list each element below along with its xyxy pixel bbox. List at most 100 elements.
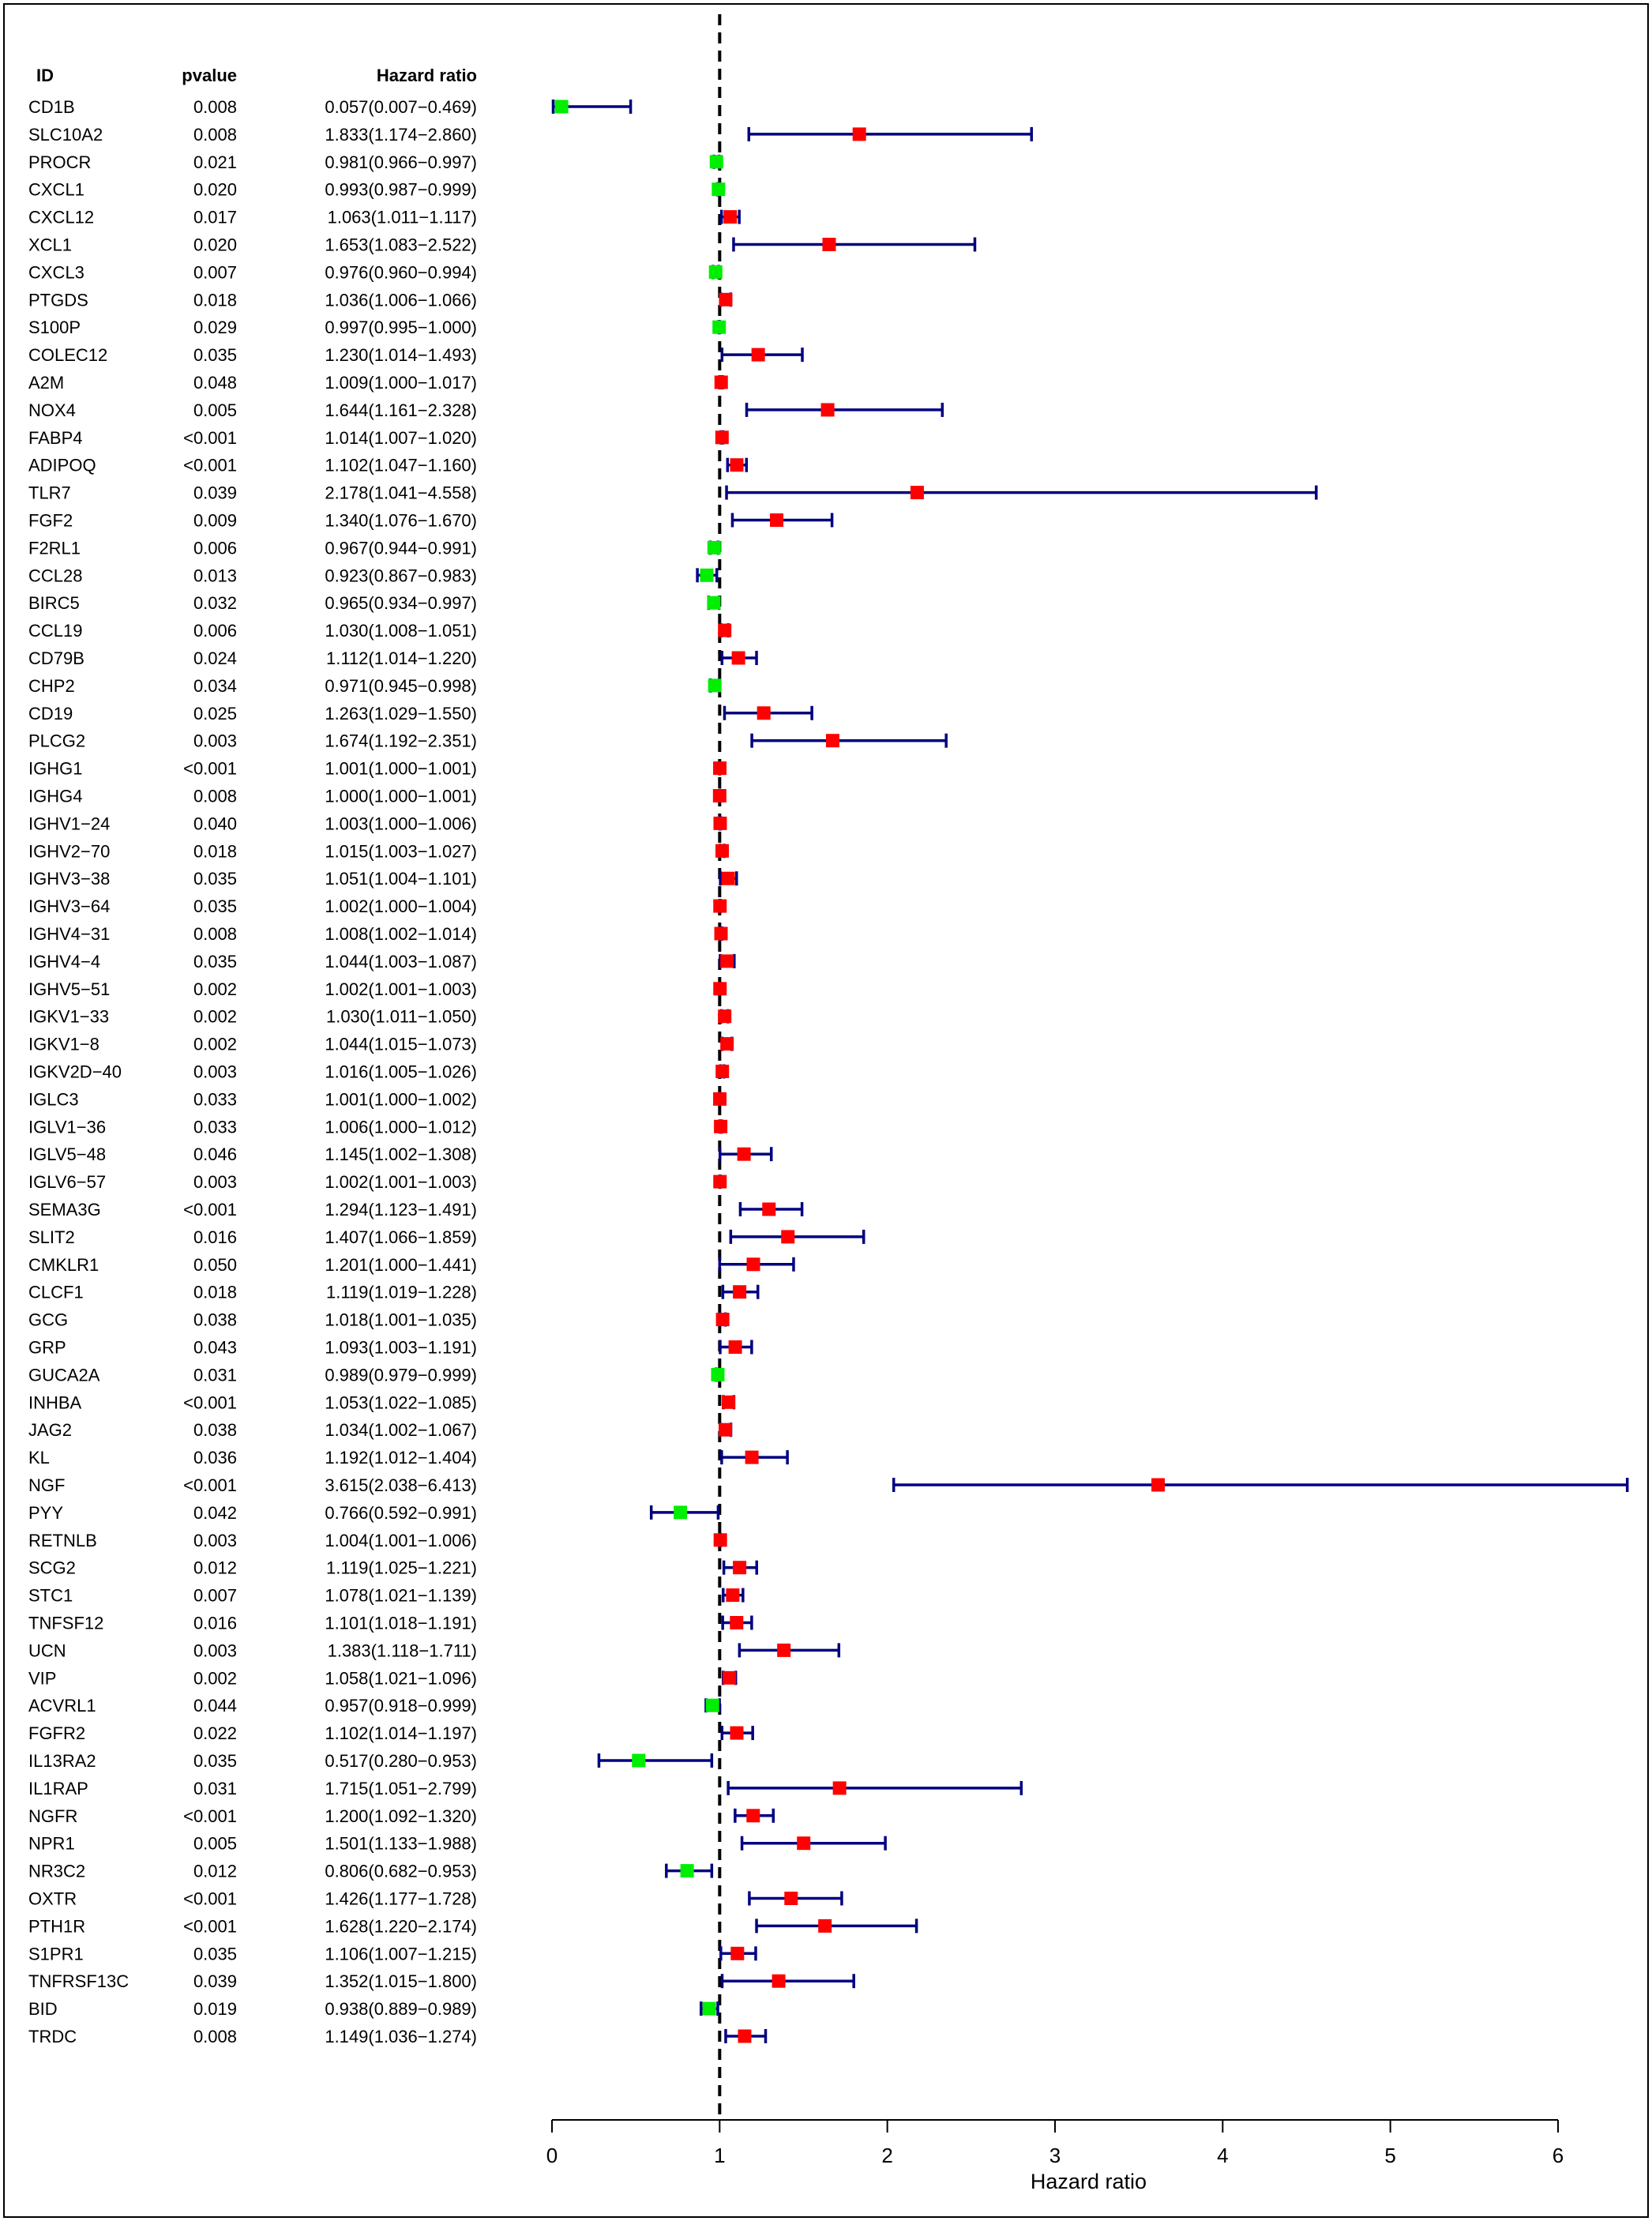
- hazard-ratio-cell: 1.674(1.192−2.351): [325, 731, 477, 751]
- gene-id: GRP: [28, 1338, 66, 1358]
- hazard-ratio-point: [711, 182, 726, 197]
- gene-id: IGHV4−4: [28, 952, 100, 971]
- hazard-ratio-cell: 1.004(1.001−1.006): [325, 1531, 477, 1550]
- pvalue-cell: 0.003: [193, 1531, 237, 1550]
- hazard-ratio-point: [820, 403, 835, 417]
- gene-id: CCL19: [28, 621, 82, 641]
- hazard-ratio-cell: 1.106(1.007−1.215): [325, 1944, 477, 1964]
- pvalue-cell: 0.048: [193, 373, 237, 393]
- hazard-ratio-cell: 1.352(1.015−1.800): [325, 1971, 477, 1991]
- hazard-ratio-cell: 1.016(1.005−1.026): [325, 1062, 477, 1082]
- hazard-ratio-cell: 2.178(1.041−4.558): [325, 483, 477, 503]
- pvalue-cell: 0.038: [193, 1420, 237, 1440]
- estimate-row: [714, 375, 728, 389]
- pvalue-cell: 0.039: [193, 1971, 237, 1991]
- estimate-row: [719, 871, 738, 886]
- table-row: IGHV1−24 0.040 1.003(1.000−1.006): [28, 814, 477, 833]
- estimate-row: [715, 430, 729, 445]
- hazard-ratio-cell: 1.009(1.000−1.017): [325, 373, 477, 393]
- hazard-ratio-cell: 0.981(0.966−0.997): [325, 152, 477, 172]
- hazard-ratio-point: [723, 210, 738, 224]
- pvalue-cell: 0.008: [193, 787, 237, 806]
- hazard-ratio-cell: 1.018(1.001−1.035): [325, 1310, 477, 1330]
- pvalue-cell: 0.018: [193, 841, 237, 861]
- table-row: INHBA <0.001 1.053(1.022−1.085): [28, 1392, 477, 1412]
- estimate-row: [726, 457, 749, 472]
- gene-id: GUCA2A: [28, 1365, 100, 1385]
- hazard-ratio-point: [715, 844, 730, 858]
- pvalue-cell: 0.035: [193, 952, 237, 971]
- hazard-ratio-point: [737, 1147, 751, 1161]
- table-row: NPR1 0.005 1.501(1.133−1.988): [28, 1834, 477, 1854]
- hazard-ratio-point: [700, 568, 714, 582]
- hazard-ratio-cell: 1.119(1.019−1.228): [326, 1283, 477, 1302]
- estimate-row: [718, 1009, 732, 1024]
- hazard-ratio-cell: 1.628(1.220−2.174): [325, 1916, 477, 1936]
- pvalue-cell: 0.007: [193, 262, 237, 282]
- pvalue-cell: 0.036: [193, 1448, 237, 1468]
- hazard-ratio-cell: 3.615(2.038−6.413): [325, 1475, 477, 1495]
- table-row: NOX4 0.005 1.644(1.161−2.328): [28, 400, 477, 420]
- hazard-ratio-point: [713, 761, 727, 776]
- estimate-row: [708, 678, 722, 693]
- pvalue-cell: 0.032: [193, 593, 237, 613]
- hazard-ratio-point: [707, 540, 721, 554]
- table-row: IGKV1−8 0.002 1.044(1.015−1.073): [28, 1035, 477, 1054]
- hazard-ratio-cell: 1.015(1.003−1.027): [325, 841, 477, 861]
- table-row: IGLC3 0.033 1.001(1.000−1.002): [28, 1089, 477, 1109]
- table-row: COLEC12 0.035 1.230(1.014−1.493): [28, 345, 477, 365]
- hazard-ratio-cell: 0.766(0.592−0.991): [325, 1503, 477, 1523]
- estimate-row: [719, 953, 736, 968]
- estimate-row: [892, 1478, 1629, 1492]
- x-tick-label: 3: [1049, 2144, 1061, 2167]
- hazard-ratio-point: [770, 513, 784, 527]
- pvalue-cell: 0.044: [193, 1696, 237, 1716]
- x-tick-label: 1: [714, 2144, 725, 2167]
- hazard-ratio-point: [713, 816, 727, 830]
- gene-id: IGHV1−24: [28, 814, 110, 833]
- hazard-ratio-cell: 1.063(1.011−1.117): [328, 208, 477, 227]
- gene-id: TRDC: [28, 2027, 77, 2046]
- hazard-ratio-point: [757, 706, 771, 720]
- hazard-ratio-cell: 1.200(1.092−1.320): [325, 1806, 477, 1826]
- pvalue-cell: 0.035: [193, 896, 237, 916]
- x-tick-label: 2: [881, 2144, 892, 2167]
- hazard-ratio-point: [728, 1340, 742, 1354]
- table-row: SCG2 0.012 1.119(1.025−1.221): [28, 1558, 477, 1578]
- pvalue-cell: 0.020: [193, 180, 237, 200]
- table-row: IGHV2−70 0.018 1.015(1.003−1.027): [28, 841, 477, 861]
- hazard-ratio-cell: 1.102(1.047−1.160): [325, 456, 477, 475]
- pvalue-cell: <0.001: [183, 1392, 237, 1412]
- pvalue-cell: 0.018: [193, 290, 237, 310]
- hazard-ratio-cell: 1.044(1.003−1.087): [325, 952, 477, 971]
- table-row: CXCL12 0.017 1.063(1.011−1.117): [28, 208, 477, 227]
- pvalue-cell: 0.040: [193, 814, 237, 833]
- hazard-ratio-cell: 1.078(1.021−1.139): [325, 1586, 477, 1606]
- estimate-row: [704, 1698, 721, 1713]
- hazard-ratio-cell: 1.653(1.083−2.522): [325, 235, 477, 255]
- hazard-ratio-point: [738, 2029, 752, 2043]
- id-column-header: ID: [36, 66, 54, 85]
- estimate-row: [719, 1147, 773, 1162]
- table-row: CD1B 0.008 0.057(0.007−0.469): [28, 97, 477, 117]
- hazard-ratio-point: [707, 596, 721, 610]
- estimate-row: [722, 1670, 738, 1685]
- table-row: PTH1R <0.001 1.628(1.220−2.174): [28, 1916, 477, 1936]
- estimate-row: [755, 1918, 918, 1934]
- hazard-ratio-cell: 1.407(1.066−1.859): [325, 1227, 477, 1247]
- pvalue-cell: 0.035: [193, 869, 237, 889]
- table-row: FGF2 0.009 1.340(1.076−1.670): [28, 511, 477, 531]
- estimate-row: [713, 899, 727, 914]
- hazard-ratio-cell: 1.201(1.000−1.441): [325, 1255, 477, 1275]
- hazard-ratio-cell: 1.001(1.000−1.001): [325, 759, 477, 779]
- pvalue-cell: 0.012: [193, 1862, 237, 1881]
- hazard-ratio-cell: 1.093(1.003−1.191): [325, 1338, 477, 1358]
- table-row: IGHV4−31 0.008 1.008(1.002−1.014): [28, 924, 477, 944]
- pvalue-cell: 0.003: [193, 1172, 237, 1192]
- estimate-row: [707, 540, 721, 555]
- hazard-ratio-point: [720, 1037, 734, 1051]
- gene-id: CXCL1: [28, 180, 84, 200]
- pvalue-cell: <0.001: [183, 1200, 237, 1219]
- estimate-row: [649, 1505, 720, 1520]
